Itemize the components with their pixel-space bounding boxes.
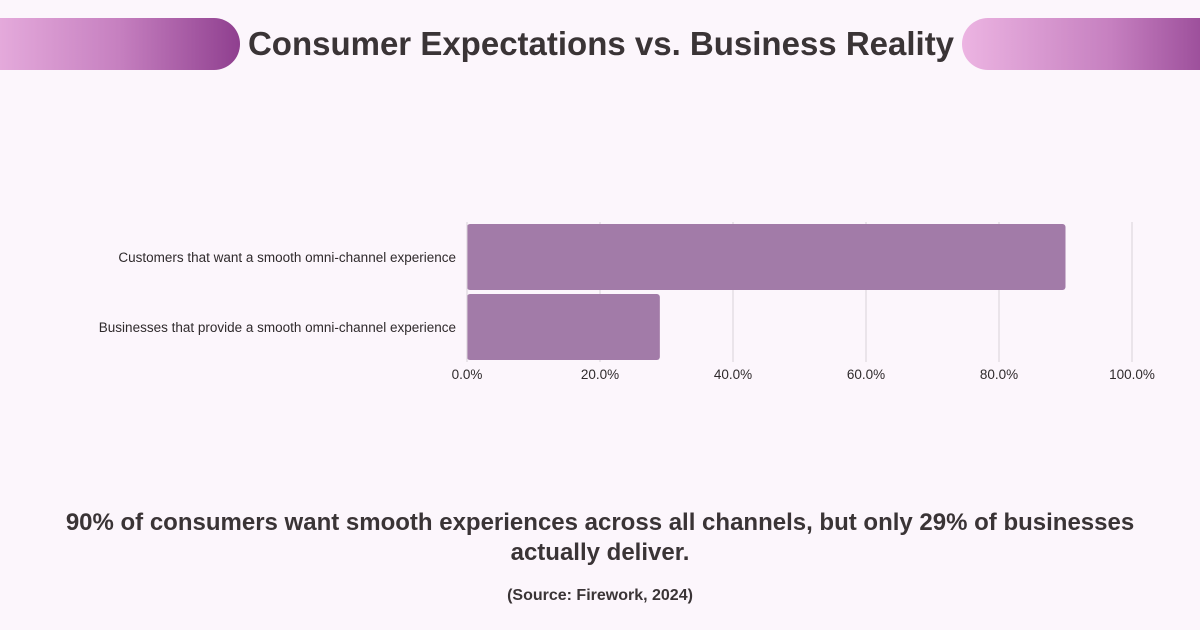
bar [467,294,660,360]
x-tick-label: 80.0% [980,367,1018,382]
page-title: Consumer Expectations vs. Business Reali… [247,25,955,62]
x-tick-label: 100.0% [1109,367,1155,382]
x-tick-label: 60.0% [847,367,885,382]
bar [467,224,1066,290]
decorative-pill-left [0,18,240,70]
decorative-pill-right [962,18,1200,70]
source-citation: (Source: Firework, 2024) [507,587,693,604]
x-tick-label: 20.0% [581,367,619,382]
x-tick-label: 40.0% [714,367,752,382]
category-label: Customers that want a smooth omni-channe… [118,250,456,265]
summary-text: 90% of consumers want smooth experiences… [65,509,1135,566]
category-label: Businesses that provide a smooth omni-ch… [99,320,456,335]
x-tick-label: 0.0% [452,367,483,382]
